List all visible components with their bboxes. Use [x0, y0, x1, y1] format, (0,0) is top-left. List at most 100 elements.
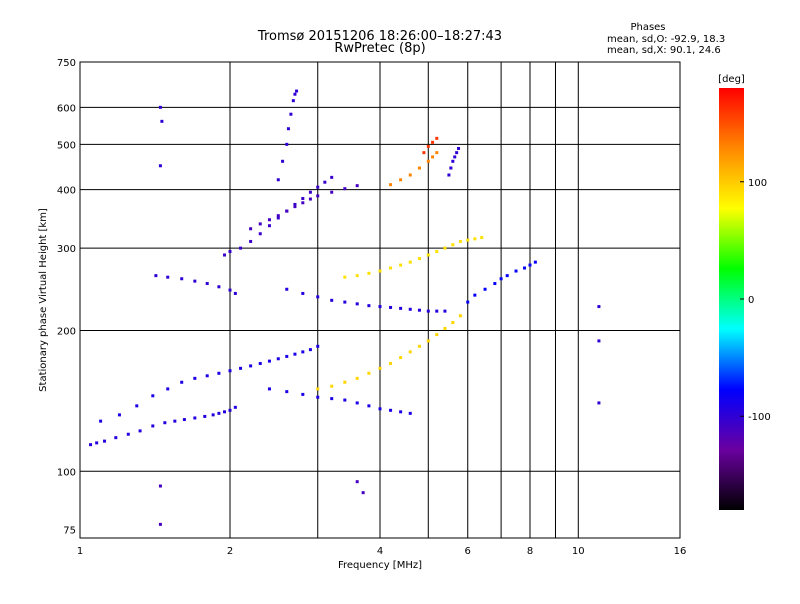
o-mode-point [249, 364, 253, 368]
x-mode-point [389, 183, 393, 187]
x-mode-point [408, 350, 412, 354]
chart-title: Tromsø 20151206 18:26:00–18:27:43 [257, 29, 502, 44]
o-mode-point [355, 302, 359, 306]
o-mode-point [330, 190, 334, 194]
o-mode-point [151, 424, 155, 428]
o-mode-point [343, 398, 347, 402]
o-mode-point [228, 369, 232, 373]
o-mode-point [408, 307, 412, 311]
x-mode-point [378, 366, 382, 370]
o-mode-point [228, 288, 232, 292]
o-mode-point [399, 306, 403, 310]
o-mode-point [316, 194, 320, 198]
x-mode-point [330, 384, 334, 388]
o-mode-point [451, 159, 455, 163]
o-mode-point [323, 180, 327, 184]
x-mode-point [355, 274, 359, 278]
o-mode-point [285, 354, 289, 358]
x-tick-label: 6 [465, 546, 471, 557]
colorbar-label: [deg] [718, 74, 745, 85]
o-mode-point [158, 522, 162, 526]
o-mode-point [301, 291, 305, 295]
x-mode-point [367, 271, 371, 275]
o-mode-point [217, 411, 221, 415]
o-mode-point [355, 480, 359, 484]
o-mode-point [285, 287, 289, 291]
legend-line-x-mode: mean, sd,X: 90.1, 24.6 [607, 45, 721, 56]
x-tick-label: 16 [674, 546, 687, 557]
o-mode-point [166, 275, 170, 279]
o-mode-point [361, 491, 365, 495]
x-mode-point [378, 269, 382, 273]
o-mode-point [158, 105, 162, 109]
o-mode-point [95, 441, 99, 445]
o-mode-point [239, 246, 243, 250]
o-mode-point [367, 304, 371, 308]
x-tick-label: 1 [77, 546, 83, 557]
o-mode-point [308, 190, 312, 194]
o-mode-point [505, 274, 509, 278]
o-mode-point [223, 410, 227, 414]
o-mode-point [180, 380, 184, 384]
o-mode-point [267, 359, 271, 363]
o-mode-point [249, 227, 253, 231]
o-mode-point [285, 390, 289, 394]
o-mode-point [285, 209, 289, 213]
x-mode-point [473, 237, 477, 241]
x-mode-point [422, 151, 426, 155]
o-mode-point [281, 159, 285, 163]
o-mode-point [443, 309, 447, 313]
x-mode-point [389, 361, 393, 365]
x-mode-point [417, 344, 421, 348]
o-mode-point [597, 339, 601, 343]
x-mode-point [435, 136, 439, 140]
o-mode-point [308, 348, 312, 352]
colorbar-ticks: 100 0 -100 [740, 178, 771, 423]
y-axis-label: Stationary phase Virtual Height [km] [38, 208, 49, 392]
o-mode-point [455, 151, 459, 155]
o-mode-point [126, 432, 130, 436]
x-tick-label: 4 [377, 546, 383, 557]
legend-line-o-mode: mean, sd,O: -92.9, 18.3 [607, 34, 725, 45]
o-mode-point [295, 89, 299, 93]
x-mode-point [435, 333, 439, 337]
y-tick-label: 300 [57, 244, 76, 255]
x-mode-point [355, 376, 359, 380]
o-mode-point [389, 305, 393, 309]
o-mode-point [293, 92, 297, 96]
o-mode-point [267, 387, 271, 391]
o-mode-point [355, 401, 359, 405]
o-mode-point [330, 298, 334, 302]
o-mode-point [286, 127, 290, 131]
o-mode-point [435, 309, 439, 313]
o-mode-point [285, 142, 289, 146]
o-mode-point [293, 205, 297, 209]
o-mode-point [173, 419, 177, 423]
x-mode-point [399, 178, 403, 182]
o-mode-point [211, 413, 215, 417]
x-mode-point [458, 239, 462, 243]
o-mode-point [258, 232, 262, 236]
colorbar-tick-label: 100 [748, 178, 767, 189]
colorbar-tick-label: -100 [748, 412, 771, 423]
o-mode-point [447, 173, 451, 177]
x-mode-point [443, 326, 447, 330]
o-mode-point [533, 260, 537, 264]
o-mode-point [114, 436, 118, 440]
o-mode-point [217, 285, 221, 289]
x-mode-point [466, 238, 470, 242]
o-mode-point [378, 407, 382, 411]
x-mode-point [367, 371, 371, 375]
o-mode-point [528, 263, 532, 267]
y-tick-label: 100 [57, 467, 76, 478]
o-mode-point [449, 166, 453, 170]
o-mode-point [453, 155, 457, 159]
o-mode-point [417, 308, 421, 312]
tick-labels: 1 2 4 6 8 10 16 75 100 200 300 400 500 600 750 [57, 58, 686, 557]
y-tick-label: 75 [63, 526, 76, 537]
o-mode-point [308, 197, 312, 201]
o-mode-point [316, 344, 320, 348]
x-tick-label: 2 [227, 546, 233, 557]
x-mode-point [426, 339, 430, 343]
